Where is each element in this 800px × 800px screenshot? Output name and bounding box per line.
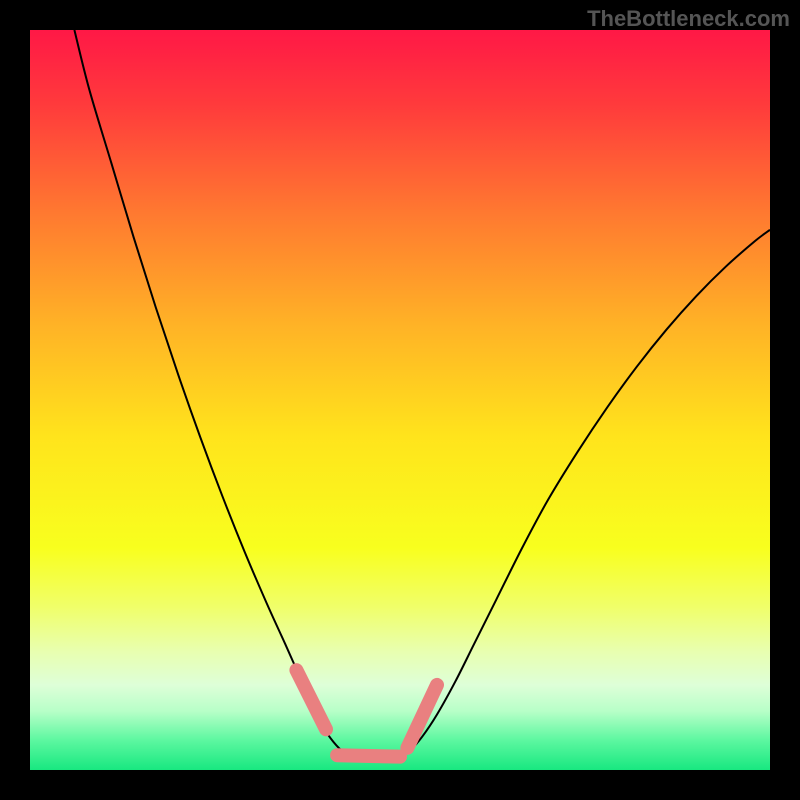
left-cap — [296, 670, 326, 729]
bottom-cap — [337, 755, 400, 756]
overlay-caps — [296, 670, 437, 757]
chart-curve-layer — [30, 30, 770, 770]
chart-plot-area — [30, 30, 770, 770]
bottleneck-curve — [74, 30, 770, 761]
watermark-text: TheBottleneck.com — [587, 6, 790, 32]
